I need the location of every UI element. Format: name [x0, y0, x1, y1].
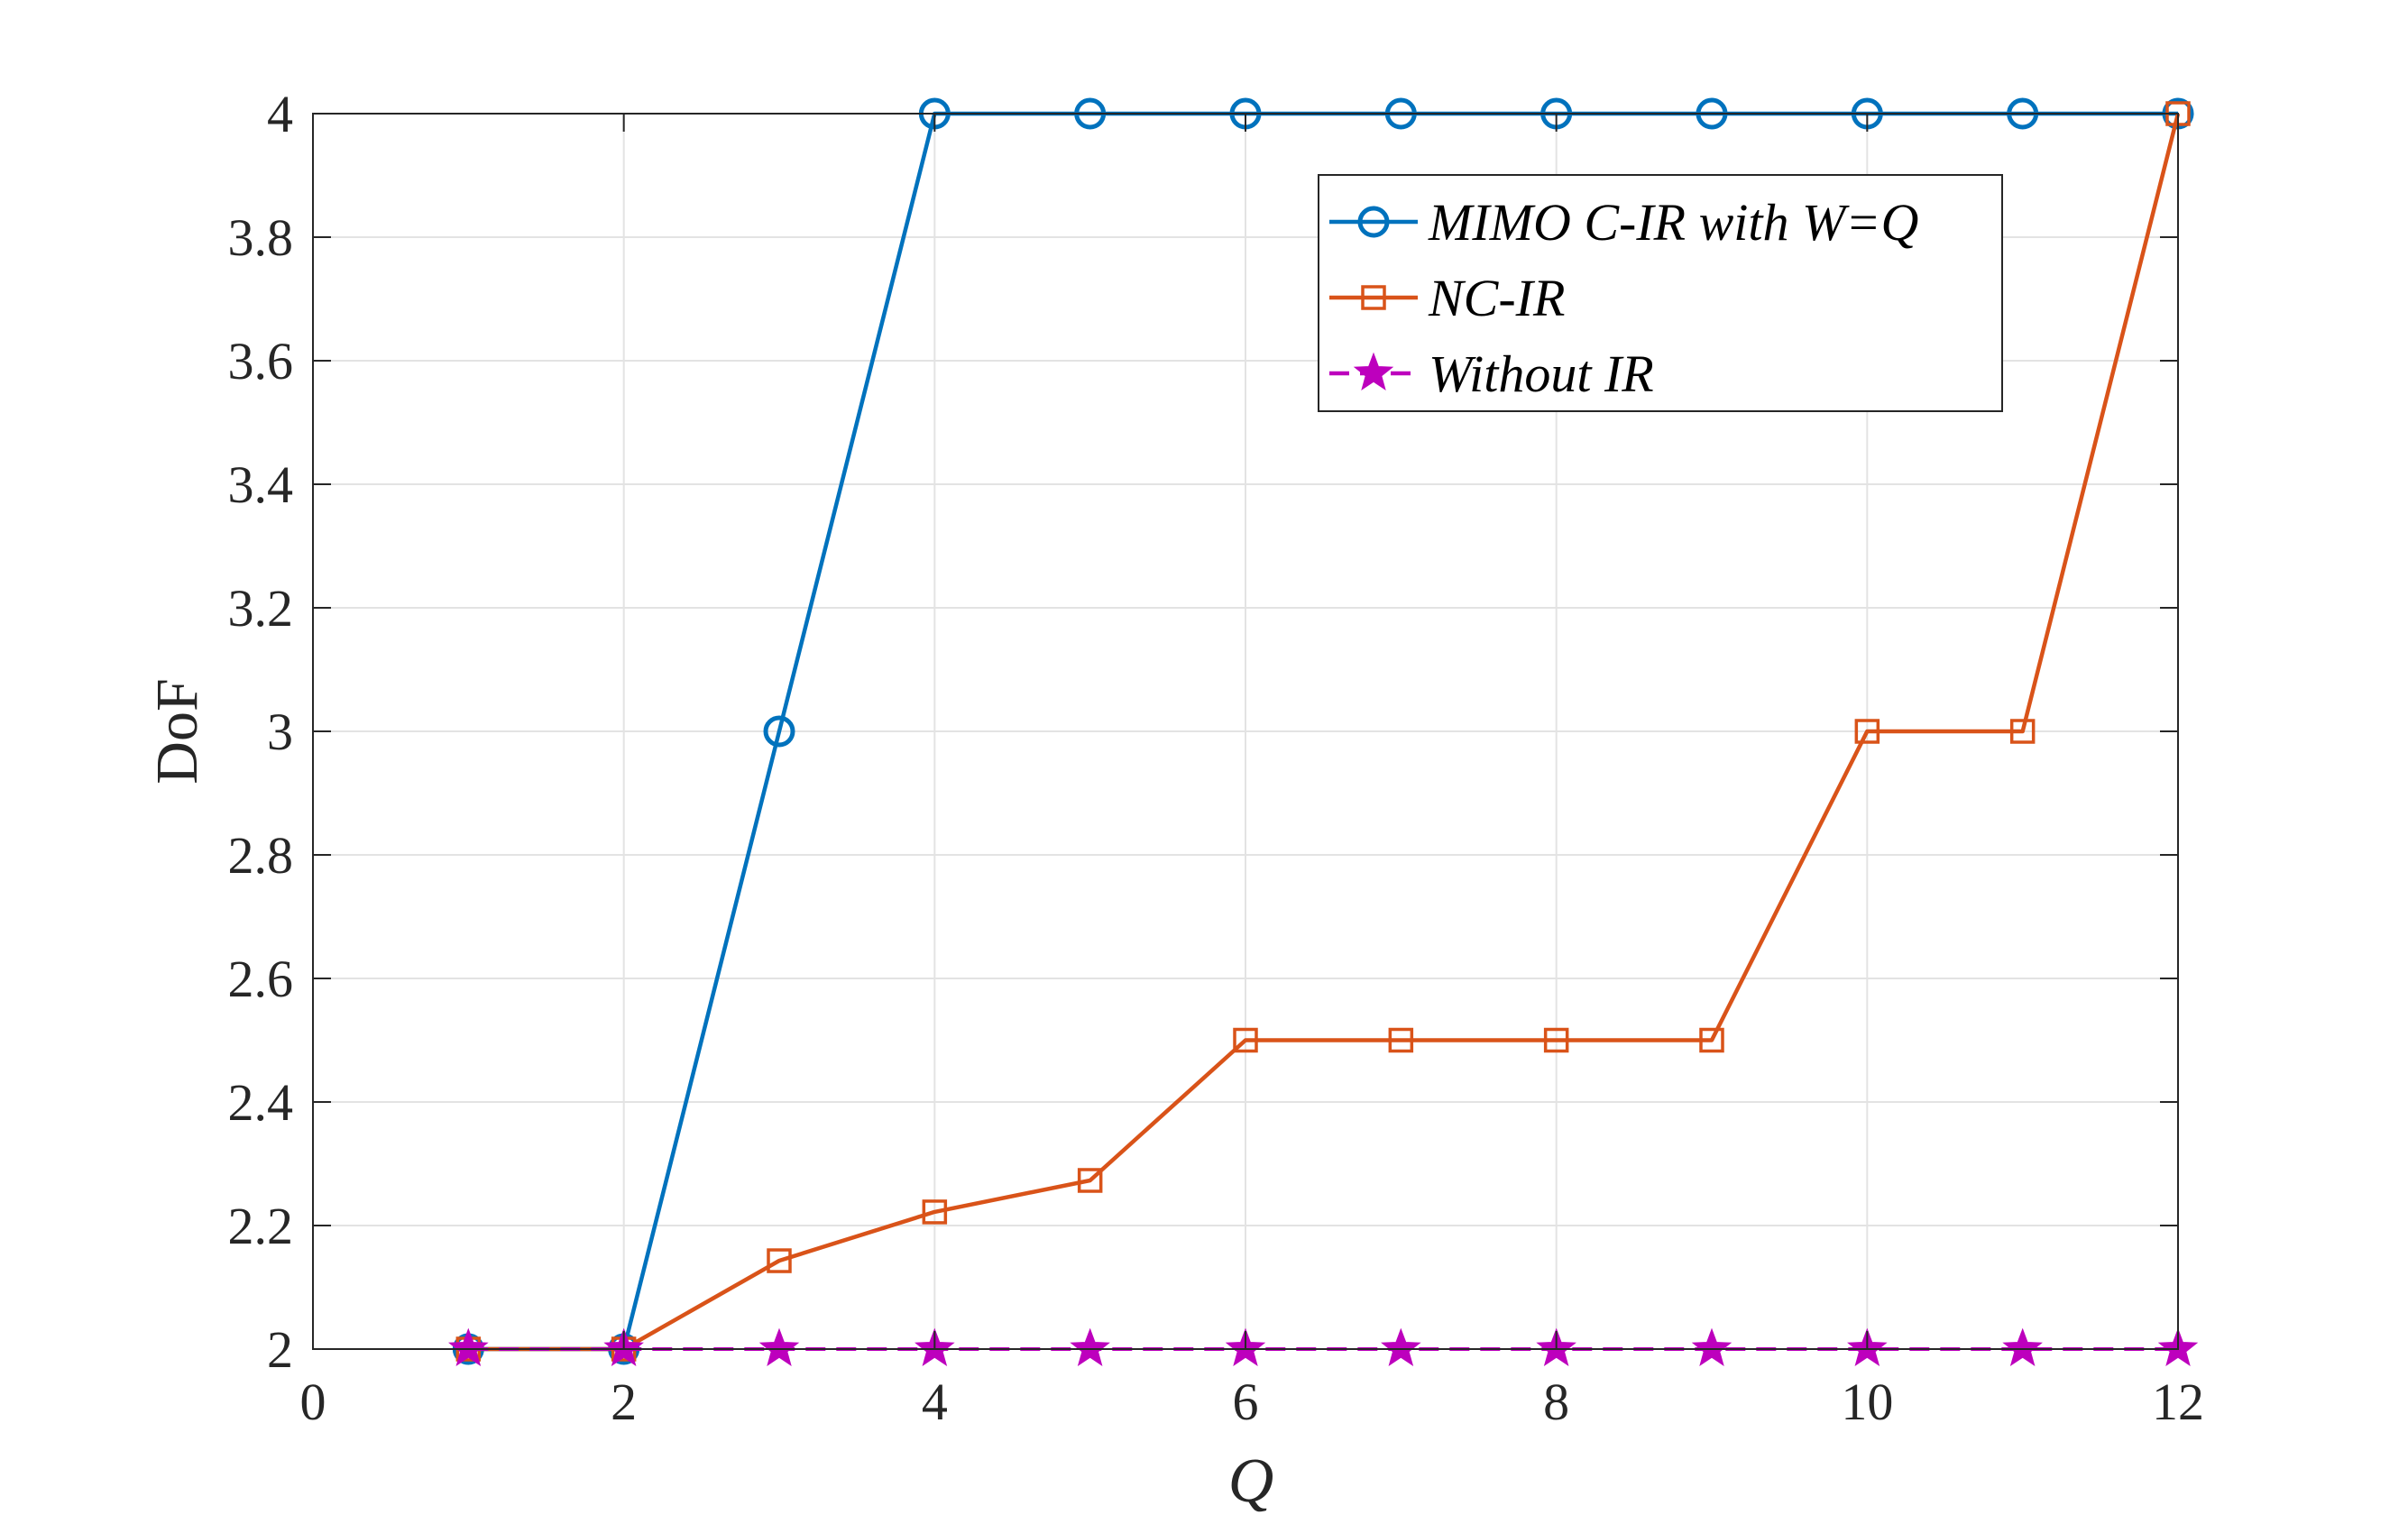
- data-point: [2002, 1327, 2043, 1366]
- legend-entry: NC-IR: [1329, 269, 1565, 327]
- y-tick-label: 2.6: [228, 950, 294, 1008]
- data-point: [1388, 1027, 1414, 1053]
- data-point: [758, 1327, 800, 1366]
- x-axis-label: Q: [1228, 1446, 1274, 1515]
- data-point: [1691, 1327, 1732, 1366]
- legend-marker: [1361, 285, 1386, 310]
- data-point: [448, 1327, 489, 1366]
- y-tick-label: 3.4: [228, 455, 294, 514]
- y-tick-label: 4: [267, 85, 293, 143]
- data-point: [1233, 1027, 1258, 1053]
- data-point: [1699, 1027, 1724, 1053]
- y-tick-label: 3: [267, 702, 293, 761]
- legend-box: [1318, 174, 2003, 412]
- y-tick-label: 3.8: [228, 208, 294, 267]
- data-point: [1070, 1327, 1110, 1366]
- x-tick-label: 6: [1233, 1373, 1259, 1431]
- x-tick-label: 0: [300, 1373, 326, 1431]
- data-point: [763, 715, 795, 748]
- legend-marker: [1353, 352, 1394, 390]
- legend-label: Without IR: [1429, 344, 1654, 403]
- data-point: [2009, 719, 2036, 744]
- legend-marker: [1357, 206, 1390, 238]
- y-tick-label: 3.2: [228, 579, 294, 638]
- legend-label: MIMO C-IR with W=Q: [1428, 193, 1918, 252]
- x-tick-label: 8: [1543, 1373, 1569, 1431]
- y-tick-label: 2.4: [228, 1073, 294, 1132]
- data-point: [767, 1248, 792, 1273]
- y-tick-label: 2.8: [228, 826, 294, 885]
- legend-entries: MIMO C-IR with W=Q NC-IR Without IR: [1329, 193, 1918, 403]
- y-axis-label: DoF: [144, 678, 210, 784]
- y-tick-label: 3.6: [228, 332, 294, 390]
- x-tick-label: 10: [1841, 1373, 1893, 1431]
- data-point: [1077, 1168, 1103, 1193]
- legend: MIMO C-IR with W=Q NC-IR Without IR: [1318, 174, 2003, 412]
- legend-entry: Without IR: [1329, 344, 1654, 403]
- legend-entry: MIMO C-IR with W=Q: [1329, 193, 1918, 252]
- data-point: [922, 1199, 948, 1225]
- x-tick-label: 12: [2152, 1373, 2204, 1431]
- x-tick-label: 2: [611, 1373, 637, 1431]
- x-tick-label: 4: [922, 1373, 948, 1431]
- ticks: [312, 113, 2179, 1350]
- legend-label: NC-IR: [1428, 269, 1565, 327]
- y-tick-label: 2.2: [228, 1197, 294, 1255]
- data-point: [1381, 1327, 1421, 1366]
- y-tick-label: 2: [267, 1320, 293, 1379]
- data-point: [1854, 719, 1880, 744]
- data-point: [1543, 1027, 1569, 1053]
- series-line: [468, 113, 2181, 1352]
